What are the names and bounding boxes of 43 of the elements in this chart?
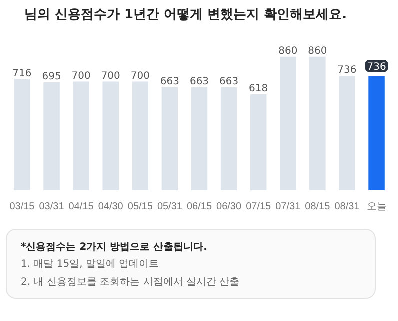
bar [132, 82, 149, 190]
x-tick-label: 06/15 [186, 202, 212, 212]
data-label: 860 [308, 46, 328, 57]
x-tick-label: 04/15 [68, 202, 94, 212]
x-tick-label: 03/15 [10, 202, 36, 212]
text: 1. 매달 15일, 말일에 업데이트 [21, 258, 160, 272]
data-label: 618 [249, 83, 268, 94]
bar [339, 76, 356, 190]
data-label: 736 [338, 65, 357, 76]
bar [102, 82, 119, 190]
data-label: 695 [42, 72, 62, 83]
x-tick-label: 08/15 [305, 202, 331, 212]
data-label: 860 [278, 46, 298, 57]
x-tick-label: 05/15 [128, 202, 154, 212]
data-label: 700 [130, 70, 150, 82]
data-label: 663 [190, 76, 210, 88]
x-tick-label: 03/31 [39, 202, 65, 212]
bar [310, 56, 326, 190]
text: *신용점수는 2가지 방법으로 산출됩니다. [21, 241, 208, 255]
x-tick-label: 06/30 [216, 202, 242, 212]
bar [44, 82, 60, 190]
bar [162, 88, 178, 190]
data-label: 700 [101, 70, 120, 82]
bar [368, 76, 385, 190]
x-tick-label: 08/31 [334, 202, 360, 212]
data-label: 700 [72, 70, 91, 82]
bar [191, 88, 208, 190]
x-tick-label: 05/31 [157, 202, 183, 212]
data-label: 736 [367, 62, 386, 74]
bar [250, 94, 267, 190]
bar [14, 79, 30, 190]
bar [220, 88, 238, 190]
x-tick-label: 04/30 [98, 202, 124, 212]
data-label: 663 [220, 76, 239, 88]
x-tick-label: 07/31 [276, 202, 302, 212]
data-label: 663 [160, 76, 180, 88]
bar [280, 56, 296, 190]
chart-title: 님의 신용점수가 1년간 어떻게 변했는지 확인해보세요. [24, 8, 348, 22]
x-tick-label: 오늘 [366, 202, 387, 212]
data-label: 716 [12, 68, 32, 80]
bar [73, 82, 90, 190]
x-tick-label: 07/15 [246, 202, 272, 212]
text: 2. 내 신용정보를 조회하는 시점에서 실시간 산출 [21, 276, 240, 290]
